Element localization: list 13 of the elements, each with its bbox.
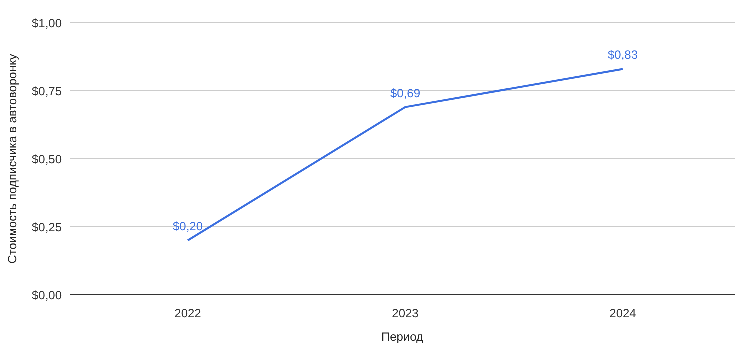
y-tick-label: $1,00 — [32, 16, 62, 30]
data-label: $0,83 — [608, 48, 638, 62]
x-tick-label: 2023 — [392, 306, 420, 321]
y-tick-label: $0,00 — [32, 288, 62, 302]
y-tick-label: $0,75 — [32, 84, 62, 98]
y-tick-label: $0,50 — [32, 152, 62, 166]
x-tick-label: 2024 — [610, 306, 637, 321]
data-label: $0,20 — [172, 220, 204, 234]
data-label: $0,69 — [390, 86, 421, 100]
x-tick-label: 2022 — [174, 306, 202, 321]
y-axis-title: Стоимость подписчика в автоворонку — [5, 54, 20, 264]
x-axis-title: Период — [381, 330, 424, 344]
y-tick-label: $0,25 — [32, 220, 62, 234]
